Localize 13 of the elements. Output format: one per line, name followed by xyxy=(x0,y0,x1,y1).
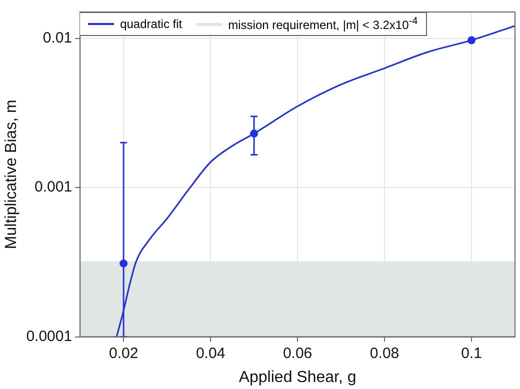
y-tick-label: 0.0001 xyxy=(26,328,72,345)
x-tick-label: 0.06 xyxy=(282,344,312,362)
legend-label: mission requirement, |m| < 3.2x10$^{-4}$ xyxy=(228,16,418,32)
x-tick-label: 0.02 xyxy=(108,344,138,362)
y-tick-label: 0.01 xyxy=(42,29,72,46)
x-tick-label: 0.1 xyxy=(461,344,482,362)
y-tick-label: 0.001 xyxy=(34,178,72,196)
legend-label: quadratic fit xyxy=(120,17,182,31)
y-axis-title: Multiplicative Bias, m xyxy=(3,100,20,250)
x-tick-label: 0.08 xyxy=(370,344,400,362)
point xyxy=(468,36,476,44)
x-tick-label: 0.04 xyxy=(196,344,226,362)
x-axis-title: Applied Shear, g xyxy=(238,368,356,386)
